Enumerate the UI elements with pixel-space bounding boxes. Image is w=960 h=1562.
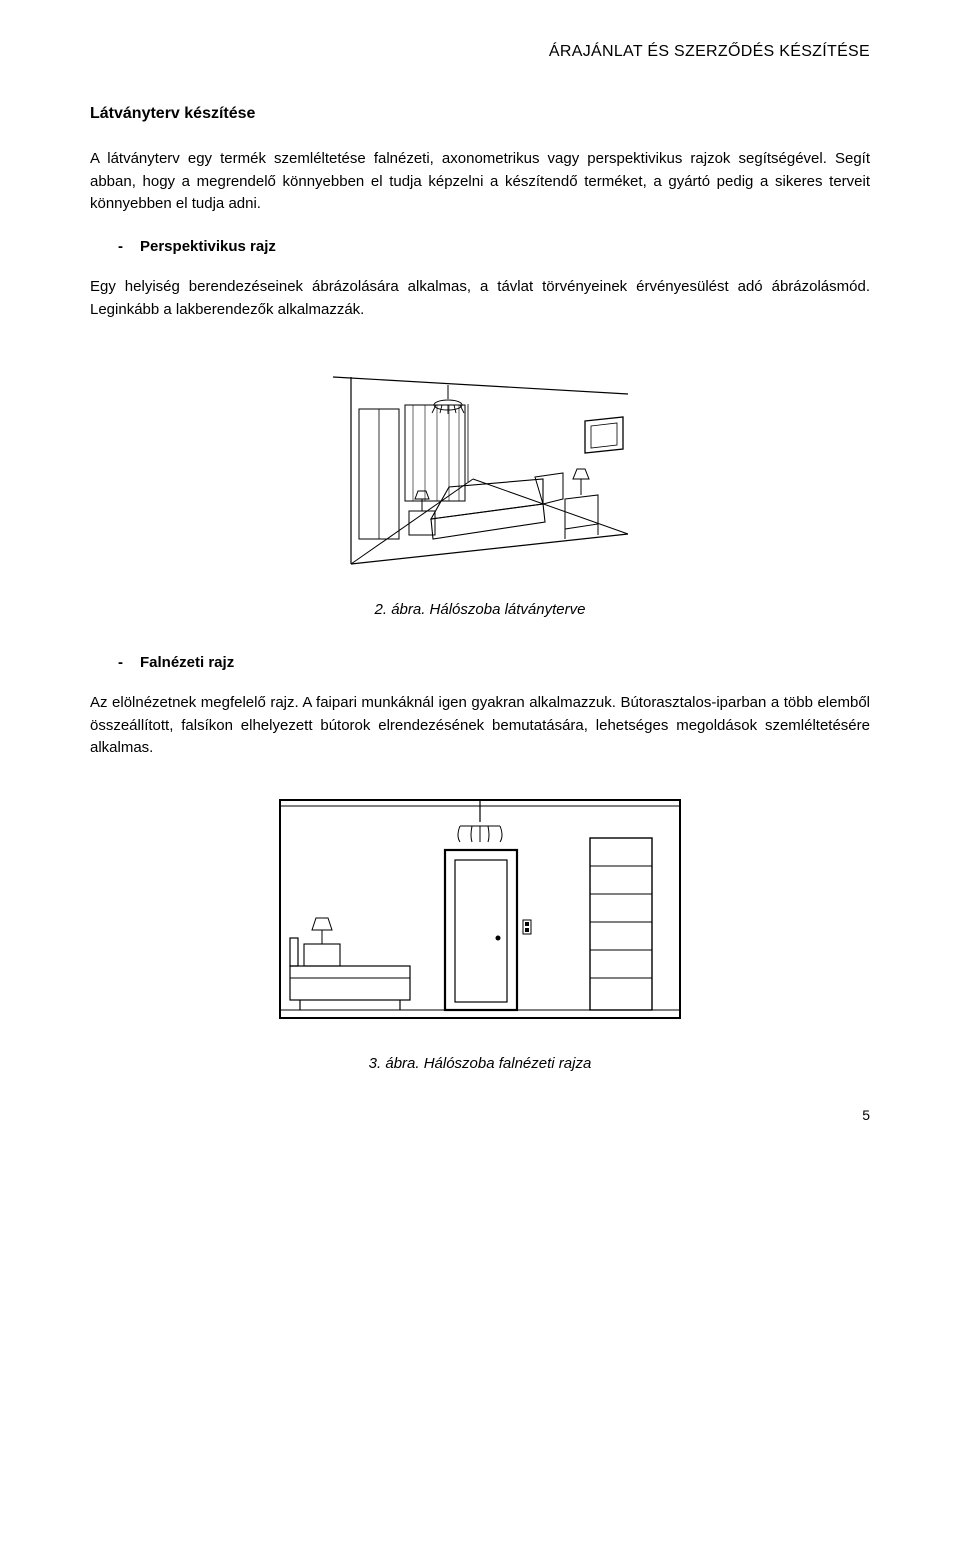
list-label-elevation: Falnézeti rajz: [140, 652, 234, 675]
dash-icon: -: [118, 236, 140, 259]
header-title: ÁRAJÁNLAT ÉS SZERZŐDÉS KÉSZÍTÉSE: [549, 43, 870, 60]
list-item-perspective: - Perspektivikus rajz: [90, 236, 870, 259]
paragraph-elevation: Az elölnézetnek megfelelő rajz. A faipar…: [90, 692, 870, 760]
bedroom-perspective-icon: [313, 349, 648, 579]
page-number: 5: [90, 1105, 870, 1126]
figure-2: [90, 788, 870, 1033]
figure-2-caption: 3. ábra. Hálószoba falnézeti rajza: [90, 1053, 870, 1076]
figure-1: [90, 349, 870, 579]
list-label-perspective: Perspektivikus rajz: [140, 236, 276, 259]
dash-icon: -: [118, 652, 140, 675]
bedroom-elevation-icon: [260, 788, 700, 1033]
list-item-elevation: - Falnézeti rajz: [90, 652, 870, 675]
page-header: ÁRAJÁNLAT ÉS SZERZŐDÉS KÉSZÍTÉSE: [90, 40, 870, 64]
figure-1-caption: 2. ábra. Hálószoba látványterve: [90, 599, 870, 622]
section-title: Látványterv készítése: [90, 102, 870, 126]
paragraph-perspective: Egy helyiség berendezéseinek ábrázolásár…: [90, 276, 870, 321]
paragraph-intro: A látványterv egy termék szemléltetése f…: [90, 148, 870, 216]
